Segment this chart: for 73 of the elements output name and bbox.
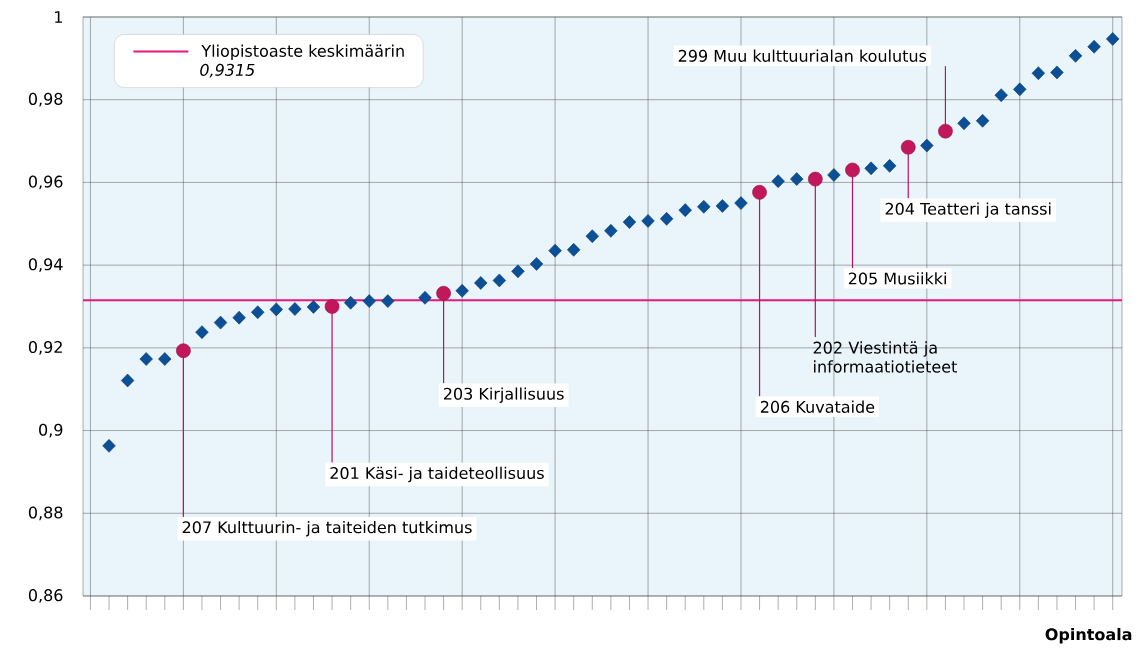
y-tick-label: 0,98	[28, 92, 63, 107]
point	[771, 174, 785, 188]
point	[957, 116, 971, 131]
point	[139, 352, 153, 366]
point	[827, 168, 841, 182]
y-tick-label: 0,96	[28, 175, 63, 190]
point	[102, 439, 116, 453]
y-tick-label: 0,9	[39, 423, 63, 438]
point	[883, 159, 897, 173]
point	[195, 325, 209, 339]
point	[975, 113, 990, 128]
point	[362, 294, 376, 308]
point	[790, 172, 804, 186]
y-tick-label: 0,86	[28, 589, 63, 603]
point	[678, 203, 692, 217]
y-tick-label: 1	[55, 11, 62, 23]
y-tick-label: 0,88	[28, 506, 63, 521]
annotation: 201 Käsi- ja taideteollisuus	[330, 466, 544, 483]
point	[567, 243, 581, 257]
point	[344, 295, 358, 310]
point	[306, 300, 321, 314]
point	[994, 88, 1008, 102]
point	[697, 200, 711, 214]
point	[641, 214, 655, 228]
point	[176, 343, 191, 359]
annotation: 207 Kulttuurin- ja taiteiden tutkimus	[182, 520, 472, 537]
annotation: 299 Muu kulttuurialan koulutus	[678, 49, 927, 62]
point	[659, 212, 674, 226]
point	[938, 123, 953, 139]
point	[1050, 65, 1064, 80]
point	[436, 285, 451, 301]
point	[622, 215, 637, 229]
point	[251, 305, 265, 320]
point	[845, 162, 860, 178]
point	[324, 299, 340, 314]
point	[529, 257, 544, 271]
point	[1068, 49, 1083, 63]
point	[585, 229, 599, 243]
point	[1106, 32, 1120, 46]
annotation: 206 Kuvataide	[760, 400, 875, 413]
point	[381, 294, 395, 308]
point	[120, 373, 135, 388]
annotation: 205 Musiikki	[848, 272, 946, 285]
y-tick-label: 0,94	[28, 258, 63, 272]
point	[474, 276, 488, 290]
point	[604, 224, 618, 238]
point	[455, 283, 469, 298]
annotation: 202 Viestintä ja informaatiotieteet	[813, 341, 957, 373]
point	[715, 199, 730, 213]
point	[232, 310, 246, 325]
legend-label: Yliopistoaste keskimäärin	[201, 44, 404, 61]
y-tick-label: 0,92	[28, 340, 62, 355]
point	[418, 291, 432, 305]
point	[213, 315, 228, 330]
annotation: 203 Kirjallisuus	[443, 387, 564, 403]
point	[1031, 66, 1045, 81]
point	[864, 161, 878, 176]
point	[1087, 39, 1101, 54]
point	[734, 196, 748, 210]
point	[511, 264, 525, 279]
point	[548, 243, 562, 258]
point	[752, 185, 767, 200]
x-axis-title: Opintoala	[1045, 627, 1132, 644]
point	[808, 171, 823, 187]
point	[269, 302, 283, 317]
point	[288, 302, 302, 316]
point	[920, 138, 934, 153]
point	[158, 352, 172, 366]
annotation: 0,9315	[200, 63, 255, 78]
point	[900, 139, 916, 155]
annotation: 204 Teatteri ja tanssi	[885, 202, 1051, 218]
point	[1013, 82, 1027, 97]
point	[492, 273, 506, 288]
